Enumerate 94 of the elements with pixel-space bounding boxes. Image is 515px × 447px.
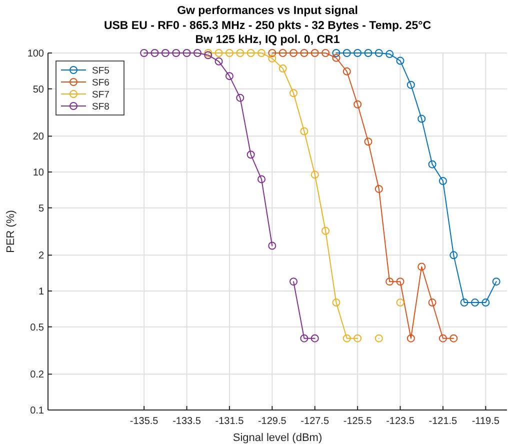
x-tick-label: -133.5 [172, 416, 202, 427]
point [322, 49, 330, 57]
point [214, 49, 223, 57]
y-tick-label: 100 [27, 48, 44, 60]
point [428, 160, 436, 168]
point [482, 298, 490, 307]
point [236, 49, 244, 57]
y-tick-label: 0.2 [30, 370, 44, 381]
legend-label: SF7 [92, 90, 110, 100]
point [322, 226, 330, 235]
point [300, 127, 308, 136]
point [310, 334, 319, 342]
point [342, 49, 351, 57]
point [438, 177, 447, 186]
point [300, 334, 308, 342]
point [342, 334, 351, 342]
point [354, 100, 362, 108]
point [342, 67, 351, 76]
point [290, 49, 298, 57]
point [140, 49, 148, 57]
point [438, 334, 447, 342]
y-tick-label: 1 [38, 286, 44, 298]
legend-label: SF8 [92, 102, 110, 112]
y-axis-title: PER (%) [5, 210, 17, 253]
point [193, 49, 202, 57]
point [428, 298, 436, 307]
point [150, 49, 159, 57]
point [268, 49, 276, 57]
y-tick-label: 50 [32, 84, 44, 96]
point [354, 49, 362, 57]
point [332, 298, 340, 307]
point [300, 49, 308, 57]
point [290, 278, 298, 286]
point [460, 298, 468, 307]
legend-label: SF5 [92, 66, 110, 76]
chart-title: Gw performances vs Input signal [177, 5, 358, 17]
point [406, 334, 415, 342]
x-tick-label: -127.5 [300, 416, 330, 427]
x-tick-label: -125.5 [343, 416, 372, 427]
point [450, 334, 458, 342]
point [332, 54, 340, 62]
point [268, 242, 276, 250]
y-tick-label: 2 [38, 250, 44, 262]
point [236, 94, 244, 102]
point [332, 49, 340, 57]
point [257, 175, 266, 184]
point [396, 298, 404, 307]
x-tick-label: -135.5 [130, 416, 159, 427]
x-tick-label: -123.5 [386, 416, 415, 427]
point [492, 278, 500, 286]
point [386, 278, 394, 286]
point [374, 49, 383, 57]
point [396, 278, 404, 286]
y-tick-label: 20 [32, 132, 44, 143]
point [278, 64, 287, 73]
point [364, 138, 372, 146]
point [225, 72, 234, 80]
point [418, 262, 426, 271]
x-tick-label: -119.5 [472, 416, 500, 427]
x-tick-label: -129.5 [258, 416, 287, 427]
point [182, 49, 191, 57]
point [354, 334, 362, 342]
point [161, 49, 170, 57]
point [246, 150, 255, 159]
point [374, 334, 383, 342]
y-tick-label: 0.5 [30, 322, 44, 334]
y-tick-label: 5 [38, 203, 44, 214]
point [268, 54, 276, 62]
point [450, 251, 458, 260]
point [364, 49, 372, 57]
point [214, 57, 223, 66]
x-tick-label: -121.5 [428, 416, 458, 427]
point [225, 49, 234, 57]
point [290, 89, 298, 98]
point [278, 49, 287, 57]
point [406, 80, 415, 89]
point [204, 51, 212, 60]
point [374, 184, 383, 193]
point [470, 298, 479, 307]
point [386, 50, 394, 58]
chart-subtitle: USB EU - RF0 - 865.3 MHz - 250 pkts - 32 Bytes - Temp. 25°C Bw 125 kHz, IQ pol. 0, CR1 [104, 20, 432, 46]
point [396, 56, 404, 65]
point [310, 49, 319, 57]
point [204, 49, 212, 57]
y-tick-label: 0.1 [30, 406, 44, 416]
point [172, 49, 180, 57]
point [310, 170, 319, 179]
x-tick-label: -131.5 [215, 416, 244, 427]
point [246, 49, 255, 57]
x-axis-title: Signal level (dBm) [232, 432, 322, 444]
y-tick-label: 10 [32, 168, 44, 178]
legend-label: SF6 [92, 78, 110, 88]
point [418, 114, 426, 123]
point [257, 49, 266, 57]
